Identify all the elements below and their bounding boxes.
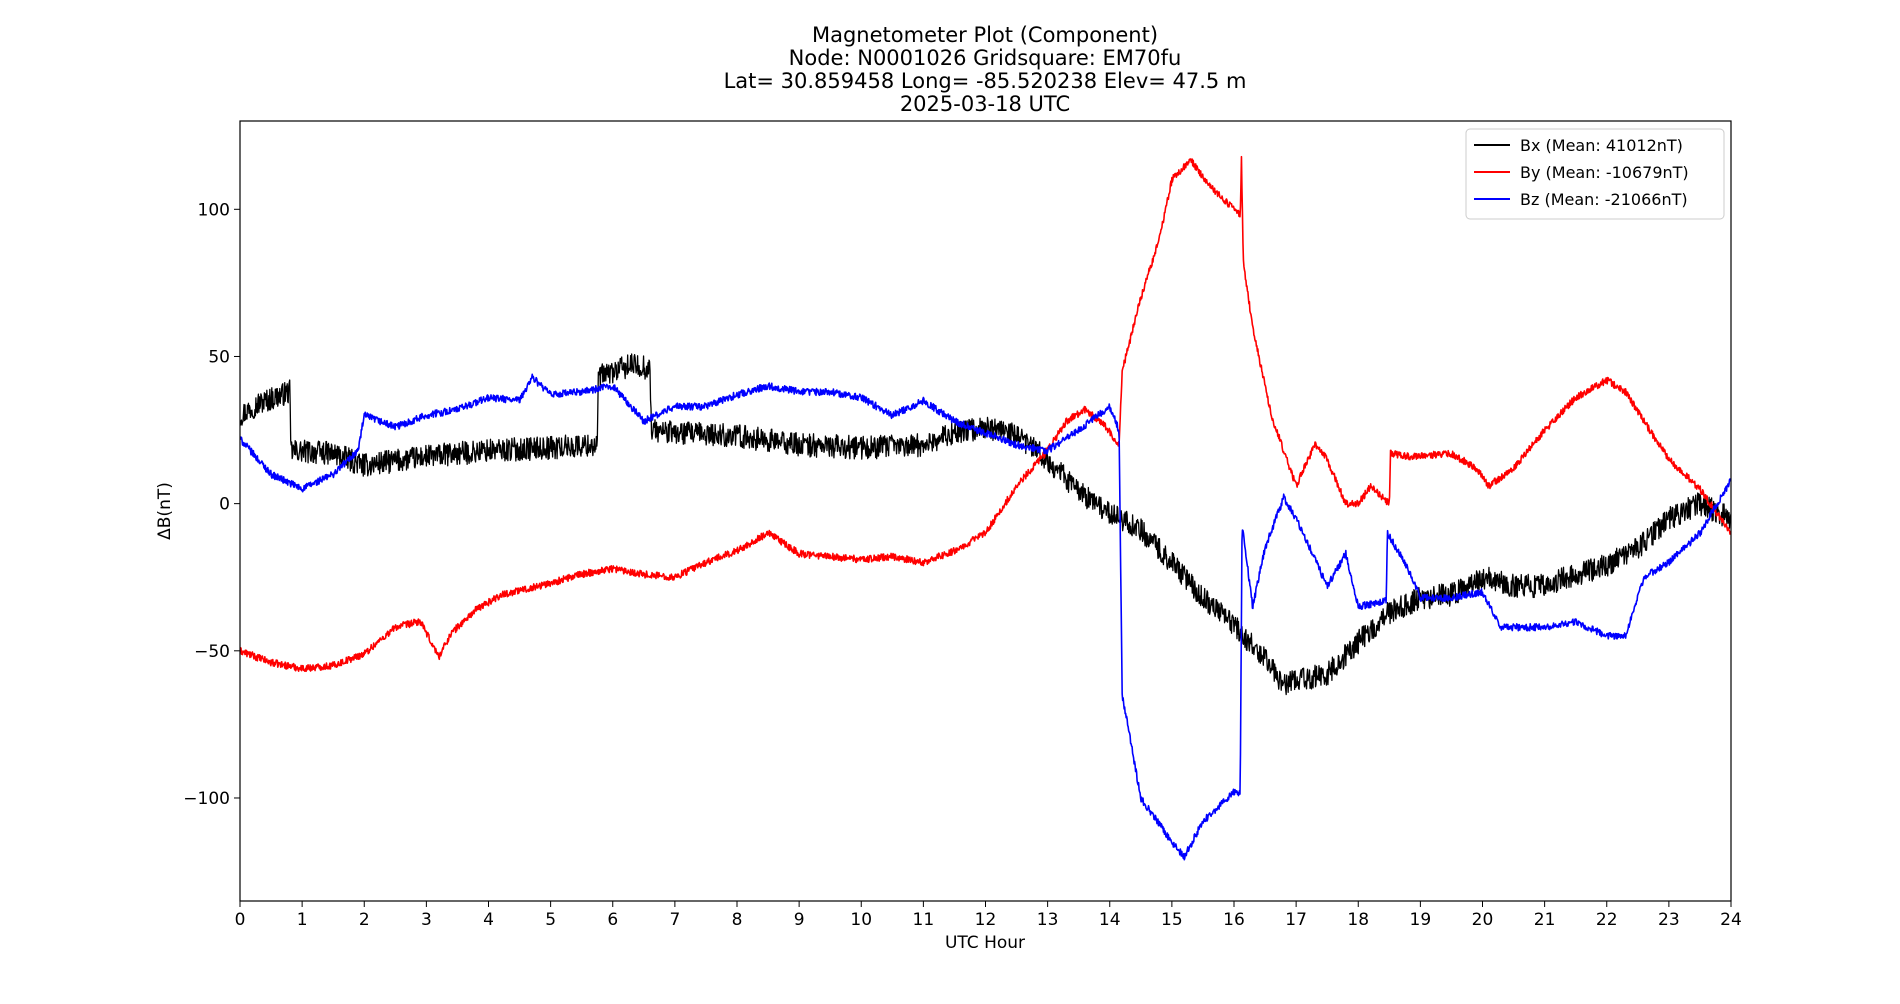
title-line: Node: N0001026 Gridsquare: EM70fu [789,46,1182,70]
title-line: Magnetometer Plot (Component) [812,23,1158,47]
x-tick-label: 5 [545,910,556,930]
y-tick-label: 50 [208,347,230,367]
legend: Bx (Mean: 41012nT) By (Mean: -10679nT) Bz … [1465,128,1725,220]
x-tick-label: 18 [1347,910,1369,930]
title-line: 2025-03-18 UTC [900,92,1070,116]
legend-label-bz: Bz (Mean: -21066nT) [1520,190,1688,209]
x-tick-label: 21 [1534,910,1556,930]
legend-label-bx: Bx (Mean: 41012nT) [1520,136,1683,155]
x-tick-label: 6 [607,910,618,930]
x-tick-label: 13 [1037,910,1059,930]
x-tick-label: 0 [235,910,246,930]
x-tick-label: 1 [297,910,308,930]
series-group [240,155,1731,861]
title-line: Lat= 30.859458 Long= -85.520238 Elev= 47… [724,69,1247,93]
x-tick-label: 10 [850,910,872,930]
x-tick-label: 4 [483,910,494,930]
x-tick-label: 14 [1099,910,1121,930]
x-tick-label: 12 [975,910,997,930]
y-axis: 100 50 0 −50 −100 [183,200,240,809]
x-tick-label: 9 [794,910,805,930]
x-tick-label: 22 [1596,910,1618,930]
y-tick-label: 100 [198,200,230,220]
x-tick-label: 3 [421,910,432,930]
x-tick-label: 23 [1658,910,1680,930]
chart-title: Magnetometer Plot (Component) Node: N000… [724,23,1247,116]
x-tick-label: 19 [1410,910,1432,930]
series-line-bz [240,373,1731,861]
legend-label-by: By (Mean: -10679nT) [1520,163,1689,182]
x-tick-label: 16 [1223,910,1245,930]
x-tick-label: 20 [1472,910,1494,930]
legend-box [1465,128,1725,220]
y-tick-label: 0 [219,495,230,515]
x-tick-label: 24 [1720,910,1742,930]
y-axis-label: ΔB(nT) [155,482,175,540]
x-tick-label: 2 [359,910,370,930]
x-axis-label: UTC Hour [945,933,1025,953]
y-tick-label: −50 [194,642,230,662]
series-line-by [240,155,1731,673]
x-tick-label: 17 [1285,910,1307,930]
x-tick-label: 11 [913,910,935,930]
x-tick-label: 15 [1161,910,1183,930]
y-tick-label: −100 [183,789,230,809]
series-line-bx [240,353,1731,696]
x-axis: 0 1 2 3 4 5 6 7 8 9 10 11 12 13 14 15 16 17 18 19 20 21 22 23 24 [235,901,1742,930]
x-tick-label: 7 [669,910,680,930]
x-tick-label: 8 [732,910,743,930]
plot-area-frame [239,120,1732,902]
